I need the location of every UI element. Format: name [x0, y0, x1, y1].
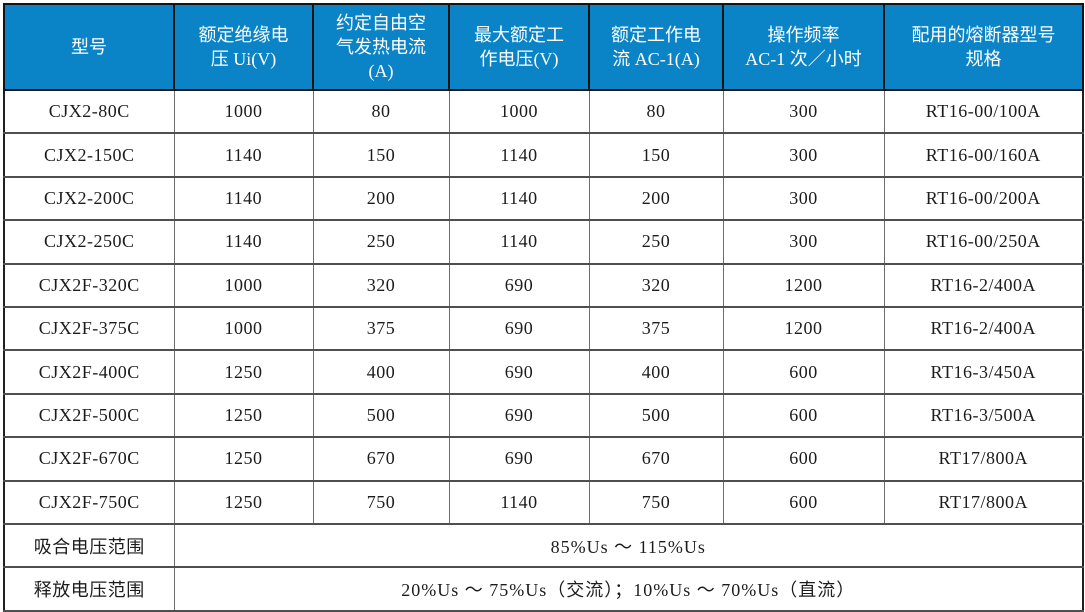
column-header: 约定自由空 气发热电流 (A) [312, 3, 450, 91]
table-cell: 670 [312, 436, 450, 482]
table-cell: 690 [448, 263, 590, 308]
table-cell: RT16-3/450A [883, 349, 1084, 395]
table-cell: CJX2-80C [3, 89, 175, 135]
table-cell: 1200 [722, 263, 885, 308]
table-row: CJX2F-750C 1250 750 1140 750 600 RT17/800A [3, 480, 1084, 525]
table-cell: 750 [312, 480, 450, 525]
table-cell: 690 [448, 306, 590, 352]
footer-row-pickup-voltage: 吸合电压范围 85%Us ～ 115%Us [3, 523, 1084, 569]
table-row: CJX2F-670C 1250 670 690 670 600 RT17/800A [3, 436, 1084, 482]
table-cell: RT17/800A [883, 480, 1084, 525]
table-cell: CJX2-250C [3, 219, 175, 265]
footer-row-release-voltage: 释放电压范围 20%Us ～ 75%Us（交流）；10%Us ～ 70%Us（直… [3, 566, 1084, 612]
column-header: 配用的熔断器型号 规格 [883, 3, 1084, 91]
table-cell: 150 [312, 132, 450, 178]
table-cell: CJX2F-400C [3, 349, 175, 395]
table-cell: 1140 [173, 219, 314, 265]
table-cell: 200 [312, 176, 450, 222]
table-cell: 1250 [173, 393, 314, 439]
table-cell: 690 [448, 393, 590, 439]
pickup-voltage-value: 85%Us ～ 115%Us [173, 523, 1084, 569]
table-cell: 1140 [173, 132, 314, 178]
table-cell: 600 [722, 480, 885, 525]
table-cell: 1250 [173, 436, 314, 482]
table-cell: 600 [722, 436, 885, 482]
table-cell: RT16-00/200A [883, 176, 1084, 222]
table-cell: 750 [588, 480, 724, 525]
table-cell: 250 [588, 219, 724, 265]
table-cell: 375 [312, 306, 450, 352]
table-cell: CJX2F-670C [3, 436, 175, 482]
release-voltage-value: 20%Us ～ 75%Us（交流）；10%Us ～ 70%Us（直流） [173, 566, 1084, 612]
table-body: CJX2-80C 1000 80 1000 80 300 RT16-00/100A CJX2-… [3, 89, 1084, 525]
release-voltage-label: 释放电压范围 [3, 566, 175, 612]
table-row: CJX2F-375C 1000 375 690 375 1200 RT16-2/400A [3, 306, 1084, 352]
table-cell: 500 [588, 393, 724, 439]
table-cell: 1250 [173, 349, 314, 395]
table-cell: 1140 [448, 176, 590, 222]
table-cell: 80 [588, 89, 724, 135]
table-row: CJX2-250C 1140 250 1140 250 300 RT16-00/250A [3, 219, 1084, 265]
header-row: 型号 额定绝缘电 压 Ui(V) 约定自由空 气发热电流 (A) 最大额定工 作电压(… [3, 3, 1084, 91]
table-cell: 150 [588, 132, 724, 178]
table-cell: 300 [722, 176, 885, 222]
column-header: 最大额定工 作电压(V) [448, 3, 590, 91]
table-cell: 300 [722, 89, 885, 135]
table-row: CJX2-200C 1140 200 1140 200 300 RT16-00/200A [3, 176, 1084, 222]
table-cell: 500 [312, 393, 450, 439]
table-row: CJX2F-400C 1250 400 690 400 600 RT16-3/450A [3, 349, 1084, 395]
table-cell: 1140 [173, 176, 314, 222]
table-cell: 400 [312, 349, 450, 395]
table-cell: CJX2F-750C [3, 480, 175, 525]
table-cell: RT17/800A [883, 436, 1084, 482]
table-header: 型号 额定绝缘电 压 Ui(V) 约定自由空 气发热电流 (A) 最大额定工 作电压(… [3, 3, 1084, 91]
table-footer: 吸合电压范围 85%Us ～ 115%Us 释放电压范围 20%Us ～ 75%… [3, 523, 1084, 612]
table-cell: 1250 [173, 480, 314, 525]
table-cell: 200 [588, 176, 724, 222]
table-cell: 690 [448, 349, 590, 395]
table-cell: CJX2-200C [3, 176, 175, 222]
table-cell: 250 [312, 219, 450, 265]
table-cell: 1000 [173, 306, 314, 352]
table-cell: 1140 [448, 480, 590, 525]
table-cell: 600 [722, 349, 885, 395]
column-header: 额定绝缘电 压 Ui(V) [173, 3, 314, 91]
table-cell: 320 [588, 263, 724, 308]
table-cell: CJX2F-500C [3, 393, 175, 439]
table-row: CJX2F-320C 1000 320 690 320 1200 RT16-2/400A [3, 263, 1084, 308]
table-cell: 320 [312, 263, 450, 308]
column-header: 操作频率 AC-1 次／小时 [722, 3, 885, 91]
table-cell: 1000 [173, 263, 314, 308]
table-cell: 1140 [448, 132, 590, 178]
pickup-voltage-label: 吸合电压范围 [3, 523, 175, 569]
table-cell: 80 [312, 89, 450, 135]
table-cell: RT16-00/100A [883, 89, 1084, 135]
table-cell: 1200 [722, 306, 885, 352]
table-row: CJX2F-500C 1250 500 690 500 600 RT16-3/500A [3, 393, 1084, 439]
table-cell: RT16-3/500A [883, 393, 1084, 439]
table-cell: 400 [588, 349, 724, 395]
column-header: 型号 [3, 3, 175, 91]
table-cell: 670 [588, 436, 724, 482]
column-header: 额定工作电 流 AC-1(A) [588, 3, 724, 91]
contactor-spec-table: 型号 额定绝缘电 压 Ui(V) 约定自由空 气发热电流 (A) 最大额定工 作电压(… [3, 3, 1084, 612]
table-cell: RT16-2/400A [883, 306, 1084, 352]
table-cell: 1000 [173, 89, 314, 135]
table-cell: 690 [448, 436, 590, 482]
table-cell: RT16-00/250A [883, 219, 1084, 265]
table-cell: CJX2-150C [3, 132, 175, 178]
table-cell: RT16-00/160A [883, 132, 1084, 178]
table-cell: 375 [588, 306, 724, 352]
table-row: CJX2-150C 1140 150 1140 150 300 RT16-00/160A [3, 132, 1084, 178]
table-cell: CJX2F-375C [3, 306, 175, 352]
table-cell: 300 [722, 132, 885, 178]
table-cell: 300 [722, 219, 885, 265]
table-cell: CJX2F-320C [3, 263, 175, 308]
table-row: CJX2-80C 1000 80 1000 80 300 RT16-00/100A [3, 89, 1084, 135]
table-cell: 1000 [448, 89, 590, 135]
table-cell: 1140 [448, 219, 590, 265]
table-cell: RT16-2/400A [883, 263, 1084, 308]
table-cell: 600 [722, 393, 885, 439]
